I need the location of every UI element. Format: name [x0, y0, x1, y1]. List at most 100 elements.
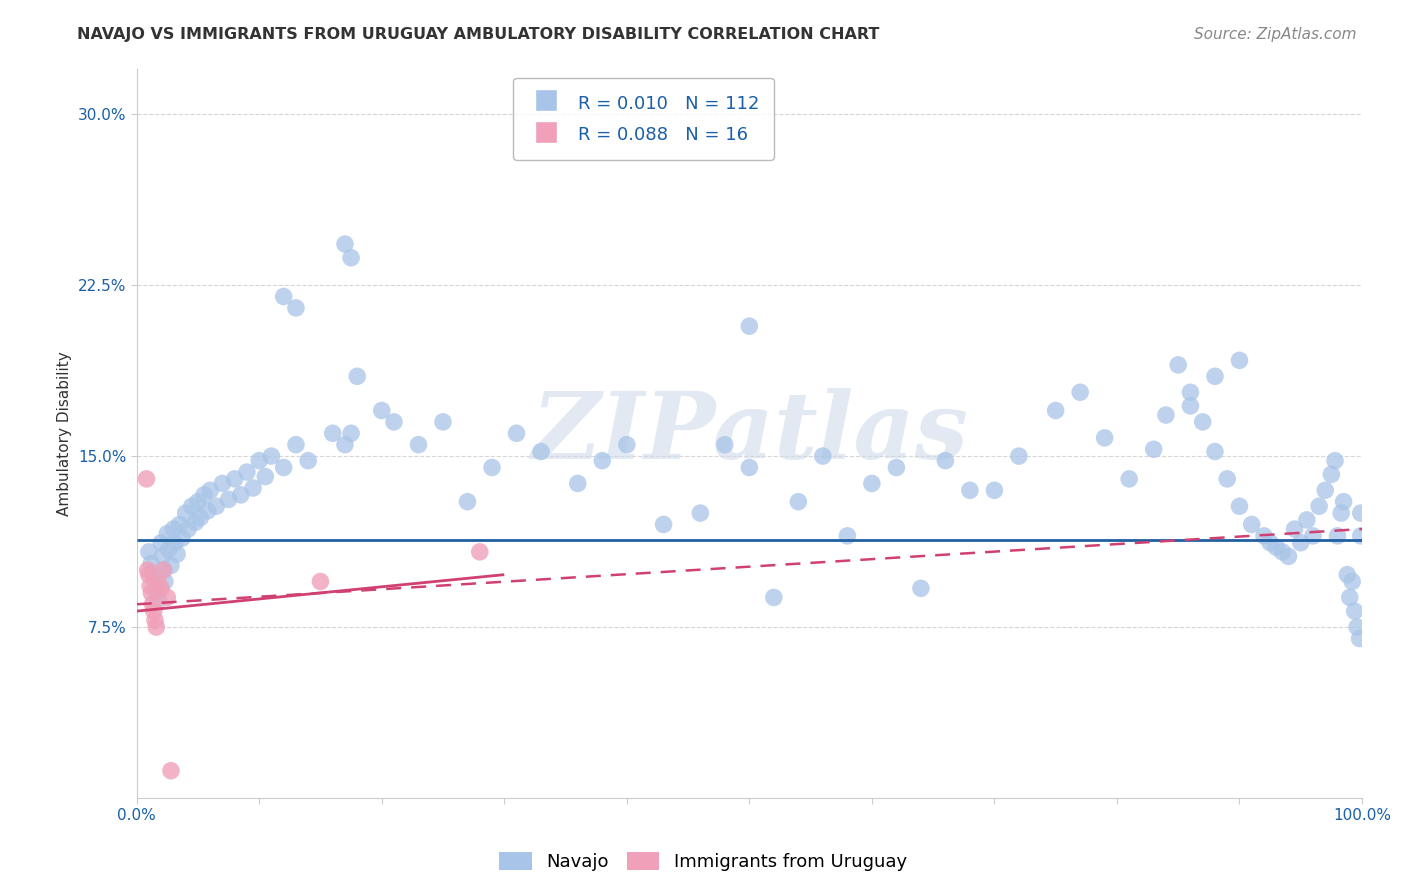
- Point: [1315, 483, 1337, 498]
- Point: [211, 476, 233, 491]
- Point: [260, 449, 283, 463]
- Point: [1008, 449, 1031, 463]
- Point: [143, 576, 166, 591]
- Point: [1289, 535, 1312, 549]
- Point: [141, 556, 163, 570]
- Point: [141, 586, 163, 600]
- Point: [652, 517, 675, 532]
- Point: [169, 517, 191, 532]
- Point: [1308, 500, 1330, 514]
- Point: [837, 529, 859, 543]
- Point: [333, 438, 356, 452]
- Point: [1277, 549, 1299, 564]
- Point: [1258, 535, 1281, 549]
- Point: [150, 582, 173, 596]
- Text: ZIPatlas: ZIPatlas: [531, 388, 967, 478]
- Point: [174, 506, 197, 520]
- Point: [322, 426, 344, 441]
- Point: [1180, 399, 1202, 413]
- Point: [157, 542, 180, 557]
- Point: [468, 545, 491, 559]
- Point: [457, 494, 479, 508]
- Point: [340, 251, 363, 265]
- Point: [811, 449, 834, 463]
- Point: [229, 488, 252, 502]
- Point: [346, 369, 368, 384]
- Point: [860, 476, 883, 491]
- Point: [530, 444, 553, 458]
- Point: [138, 567, 160, 582]
- Point: [156, 591, 179, 605]
- Point: [1343, 604, 1365, 618]
- Point: [959, 483, 981, 498]
- Point: [1167, 358, 1189, 372]
- Point: [190, 510, 212, 524]
- Y-axis label: Ambulatory Disability: Ambulatory Disability: [58, 351, 72, 516]
- Point: [297, 453, 319, 467]
- Point: [1265, 541, 1288, 555]
- Point: [197, 504, 219, 518]
- Point: [1045, 403, 1067, 417]
- Point: [616, 438, 638, 452]
- Point: [160, 764, 183, 778]
- Point: [1204, 444, 1226, 458]
- Point: [148, 592, 170, 607]
- Point: [224, 472, 246, 486]
- Point: [193, 488, 215, 502]
- Point: [370, 403, 392, 417]
- Point: [273, 460, 295, 475]
- Point: [1324, 453, 1347, 467]
- Point: [254, 469, 277, 483]
- Point: [1253, 529, 1275, 543]
- Point: [145, 586, 167, 600]
- Point: [309, 574, 332, 589]
- Point: [1180, 385, 1202, 400]
- Point: [1339, 591, 1361, 605]
- Point: [1118, 472, 1140, 486]
- Point: [1295, 513, 1317, 527]
- Point: [273, 289, 295, 303]
- Point: [150, 535, 173, 549]
- Point: [177, 522, 200, 536]
- Point: [1350, 506, 1372, 520]
- Point: [689, 506, 711, 520]
- Point: [567, 476, 589, 491]
- Point: [1069, 385, 1091, 400]
- Legend: Navajo, Immigrants from Uruguay: Navajo, Immigrants from Uruguay: [492, 845, 914, 879]
- Point: [152, 563, 174, 577]
- Point: [1302, 529, 1324, 543]
- Point: [1326, 529, 1348, 543]
- Point: [148, 576, 170, 591]
- Point: [138, 545, 160, 559]
- Point: [910, 582, 932, 596]
- Point: [187, 494, 209, 508]
- Point: [135, 472, 157, 486]
- Point: [1094, 431, 1116, 445]
- Point: [340, 426, 363, 441]
- Point: [787, 494, 810, 508]
- Point: [481, 460, 503, 475]
- Point: [333, 237, 356, 252]
- Point: [408, 438, 430, 452]
- Point: [184, 515, 207, 529]
- Point: [1229, 353, 1251, 368]
- Point: [1333, 494, 1355, 508]
- Point: [1341, 574, 1364, 589]
- Point: [236, 465, 259, 479]
- Point: [1154, 408, 1177, 422]
- Point: [242, 481, 264, 495]
- Point: [1320, 467, 1343, 482]
- Point: [153, 574, 176, 589]
- Point: [1350, 529, 1372, 543]
- Point: [142, 604, 165, 618]
- Point: [762, 591, 785, 605]
- Point: [170, 531, 193, 545]
- Point: [198, 483, 221, 498]
- Point: [142, 597, 165, 611]
- Point: [284, 301, 307, 315]
- Point: [150, 549, 173, 564]
- Point: [166, 547, 188, 561]
- Point: [218, 492, 240, 507]
- Point: [156, 526, 179, 541]
- Point: [1240, 517, 1263, 532]
